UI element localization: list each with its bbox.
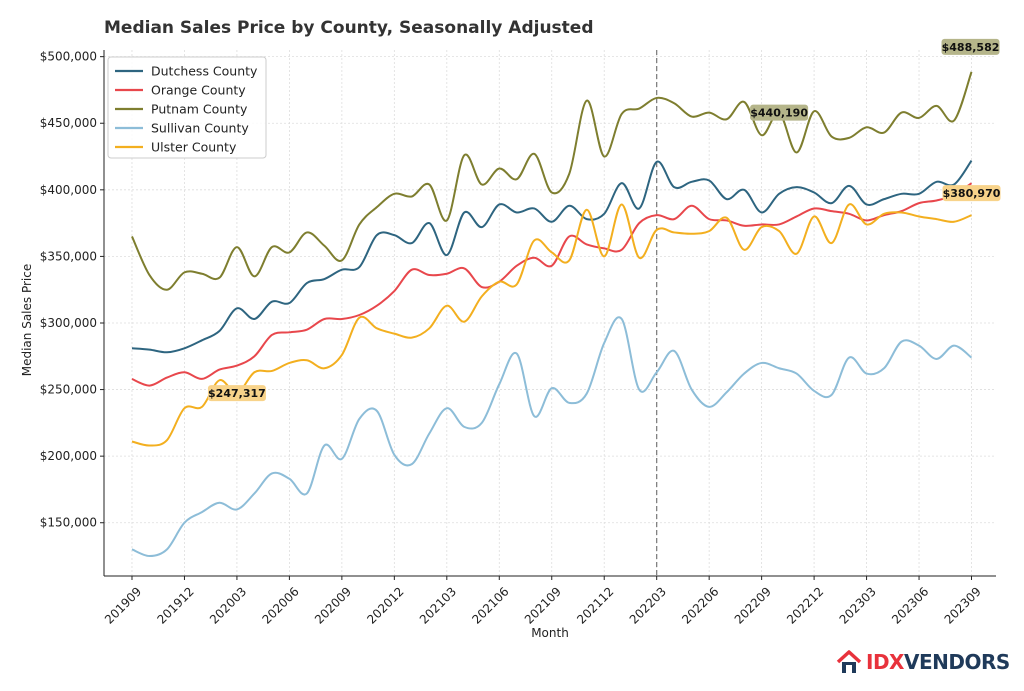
y-tick-label: $250,000	[40, 383, 97, 397]
series-line-dutchess-county	[131, 159, 973, 354]
annotations: $247,317 $440,190 $488,582 $380,970	[207, 38, 1001, 402]
brand-logo: IDXVENDORS	[836, 648, 1010, 676]
series-line-orange-county	[131, 182, 973, 387]
annotation-box	[207, 385, 266, 402]
x-tick-label: 202206	[679, 584, 721, 626]
x-axis-label: Month	[531, 626, 569, 640]
x-tick-label: 202212	[784, 584, 826, 626]
series-line-putnam-county	[131, 71, 973, 291]
y-tick-label: $350,000	[40, 249, 97, 263]
series-line-ulster-county	[131, 203, 972, 447]
annotation-box	[941, 38, 1000, 55]
legend: Dutchess County Orange County Putnam Count…	[107, 56, 267, 159]
x-tick-label: 202009	[312, 584, 354, 626]
house-icon	[836, 650, 862, 673]
legend-label: Putnam County	[151, 102, 248, 117]
legend-label: Dutchess County	[151, 64, 258, 79]
x-tick-label: 202303	[837, 584, 879, 626]
annotation-label: $380,970	[943, 187, 1001, 200]
x-tick-label: 202003	[207, 584, 249, 626]
y-tick-label: $150,000	[40, 516, 97, 530]
x-tick-label: 202306	[889, 584, 931, 626]
legend-box	[107, 56, 267, 159]
x-tick-label: 201909	[102, 584, 144, 626]
x-tick-label: 202203	[627, 584, 669, 626]
y-tick-label: $400,000	[40, 183, 97, 197]
x-tick-label: 202006	[259, 584, 301, 626]
annotation-box	[942, 185, 1001, 202]
y-tick-label: $450,000	[40, 116, 97, 130]
x-tick-label: 202103	[417, 584, 459, 626]
logo-vendors: VENDORS	[903, 650, 1010, 674]
x-tick-label: 201912	[155, 584, 197, 626]
x-tick-label: 202106	[469, 584, 511, 626]
legend-label: Ulster County	[151, 140, 237, 155]
x-tick-label: 202109	[522, 584, 564, 626]
y-tick-label: $200,000	[40, 449, 97, 463]
x-tick-label: 202012	[364, 584, 406, 626]
legend-label: Sullivan County	[151, 121, 249, 136]
annotation-label: $247,317	[208, 387, 266, 400]
x-tick-label: 202309	[942, 584, 984, 626]
chart-title: Median Sales Price by County, Seasonally…	[104, 18, 594, 38]
annotation-label: $440,190	[750, 107, 808, 120]
legend-label: Orange County	[151, 83, 246, 98]
logo-text: IDXVENDORS	[866, 650, 1010, 674]
x-tick-label: 202209	[732, 584, 774, 626]
y-tick-label: $300,000	[40, 316, 97, 330]
series-line-sullivan-county	[131, 316, 973, 558]
series-lines	[131, 71, 973, 558]
x-tick-label: 202112	[574, 584, 616, 626]
annotation-label: $488,582	[942, 41, 1000, 54]
y-tick-label: $500,000	[40, 50, 97, 64]
y-axis-label: Median Sales Price	[20, 264, 34, 377]
logo-idx: IDX	[866, 650, 904, 674]
annotation-box	[750, 104, 809, 121]
